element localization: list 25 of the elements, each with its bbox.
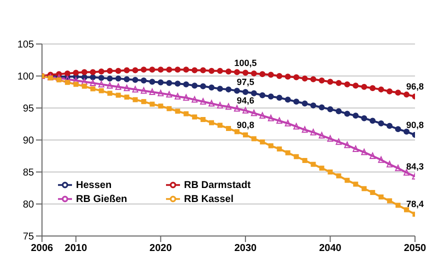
legend-label: Hessen — [76, 180, 113, 191]
legend-label: RB Gießen — [76, 194, 128, 205]
x-tick-label: 2040 — [319, 243, 342, 254]
data-label: 84,3 — [406, 161, 424, 172]
x-tick-label: 2020 — [150, 243, 172, 254]
data-label: 96,8 — [406, 81, 424, 92]
data-label: 90,8 — [406, 120, 424, 130]
x-tick-label: 2006 — [30, 243, 54, 254]
x-tick-label: 2050 — [404, 243, 427, 254]
y-tick-label: 100 — [17, 72, 34, 83]
data-label: 100,5 — [234, 58, 257, 68]
y-tick-label: 105 — [17, 40, 34, 51]
x-tick-label: 2030 — [234, 243, 258, 254]
legend-label: RB Darmstadt — [184, 180, 252, 191]
data-label: 78,4 — [406, 199, 424, 210]
y-tick-label: 95 — [22, 104, 34, 115]
y-tick-label: 90 — [22, 136, 34, 147]
y-tick-label: 85 — [22, 168, 34, 179]
data-label: 94,6 — [236, 96, 254, 106]
data-label: 90,8 — [236, 120, 254, 130]
x-tick-label: 2010 — [64, 243, 88, 254]
legend-label: RB Kassel — [184, 194, 234, 205]
y-tick-label: 75 — [22, 232, 34, 243]
data-label: 97,5 — [236, 77, 254, 87]
y-tick-label: 80 — [22, 200, 34, 211]
